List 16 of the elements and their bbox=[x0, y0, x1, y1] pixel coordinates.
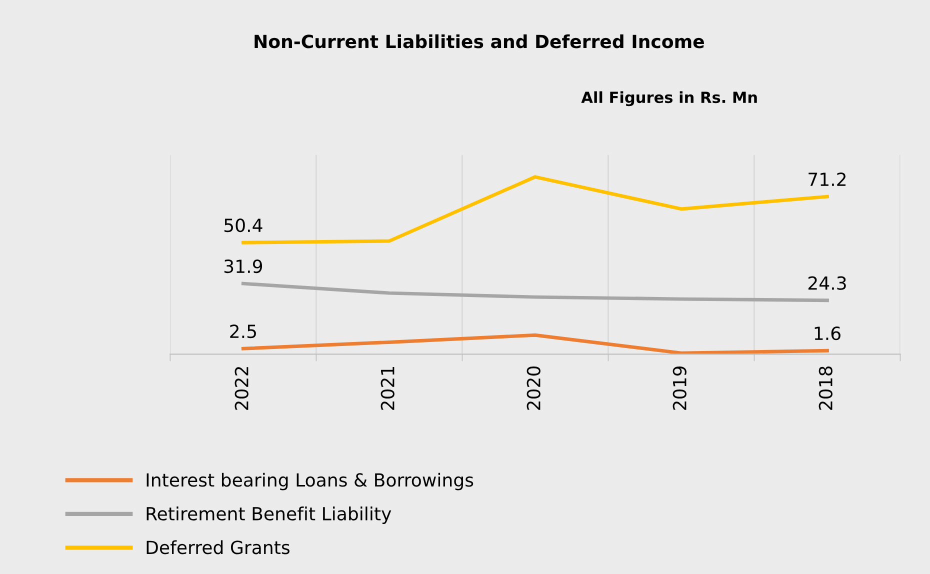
data-label: 31.9 bbox=[224, 259, 262, 274]
x-tick-label: 2019 bbox=[672, 366, 686, 410]
data-label: 24.3 bbox=[808, 276, 846, 290]
data-label: 50.4 bbox=[224, 218, 262, 232]
x-tick-label: 2020 bbox=[526, 366, 540, 410]
chart-title: Non-Current Liabilities and Deferred Income bbox=[254, 34, 704, 48]
legend-label: Retirement Benefit Liability bbox=[146, 506, 392, 524]
data-label: 71.2 bbox=[808, 172, 846, 186]
legend-label: Deferred Grants bbox=[146, 540, 290, 554]
x-tick-label: 2022 bbox=[234, 367, 248, 410]
chart-subtitle: All Figures in Rs. Mn bbox=[581, 91, 757, 106]
x-tick-label: 2018 bbox=[818, 366, 832, 410]
data-label: 2.5 bbox=[230, 324, 256, 338]
x-tick-label: 2021 bbox=[380, 366, 394, 410]
legend-label: Interest bearing Loans & Borrowings bbox=[146, 472, 474, 490]
data-label: 1.6 bbox=[814, 326, 840, 340]
